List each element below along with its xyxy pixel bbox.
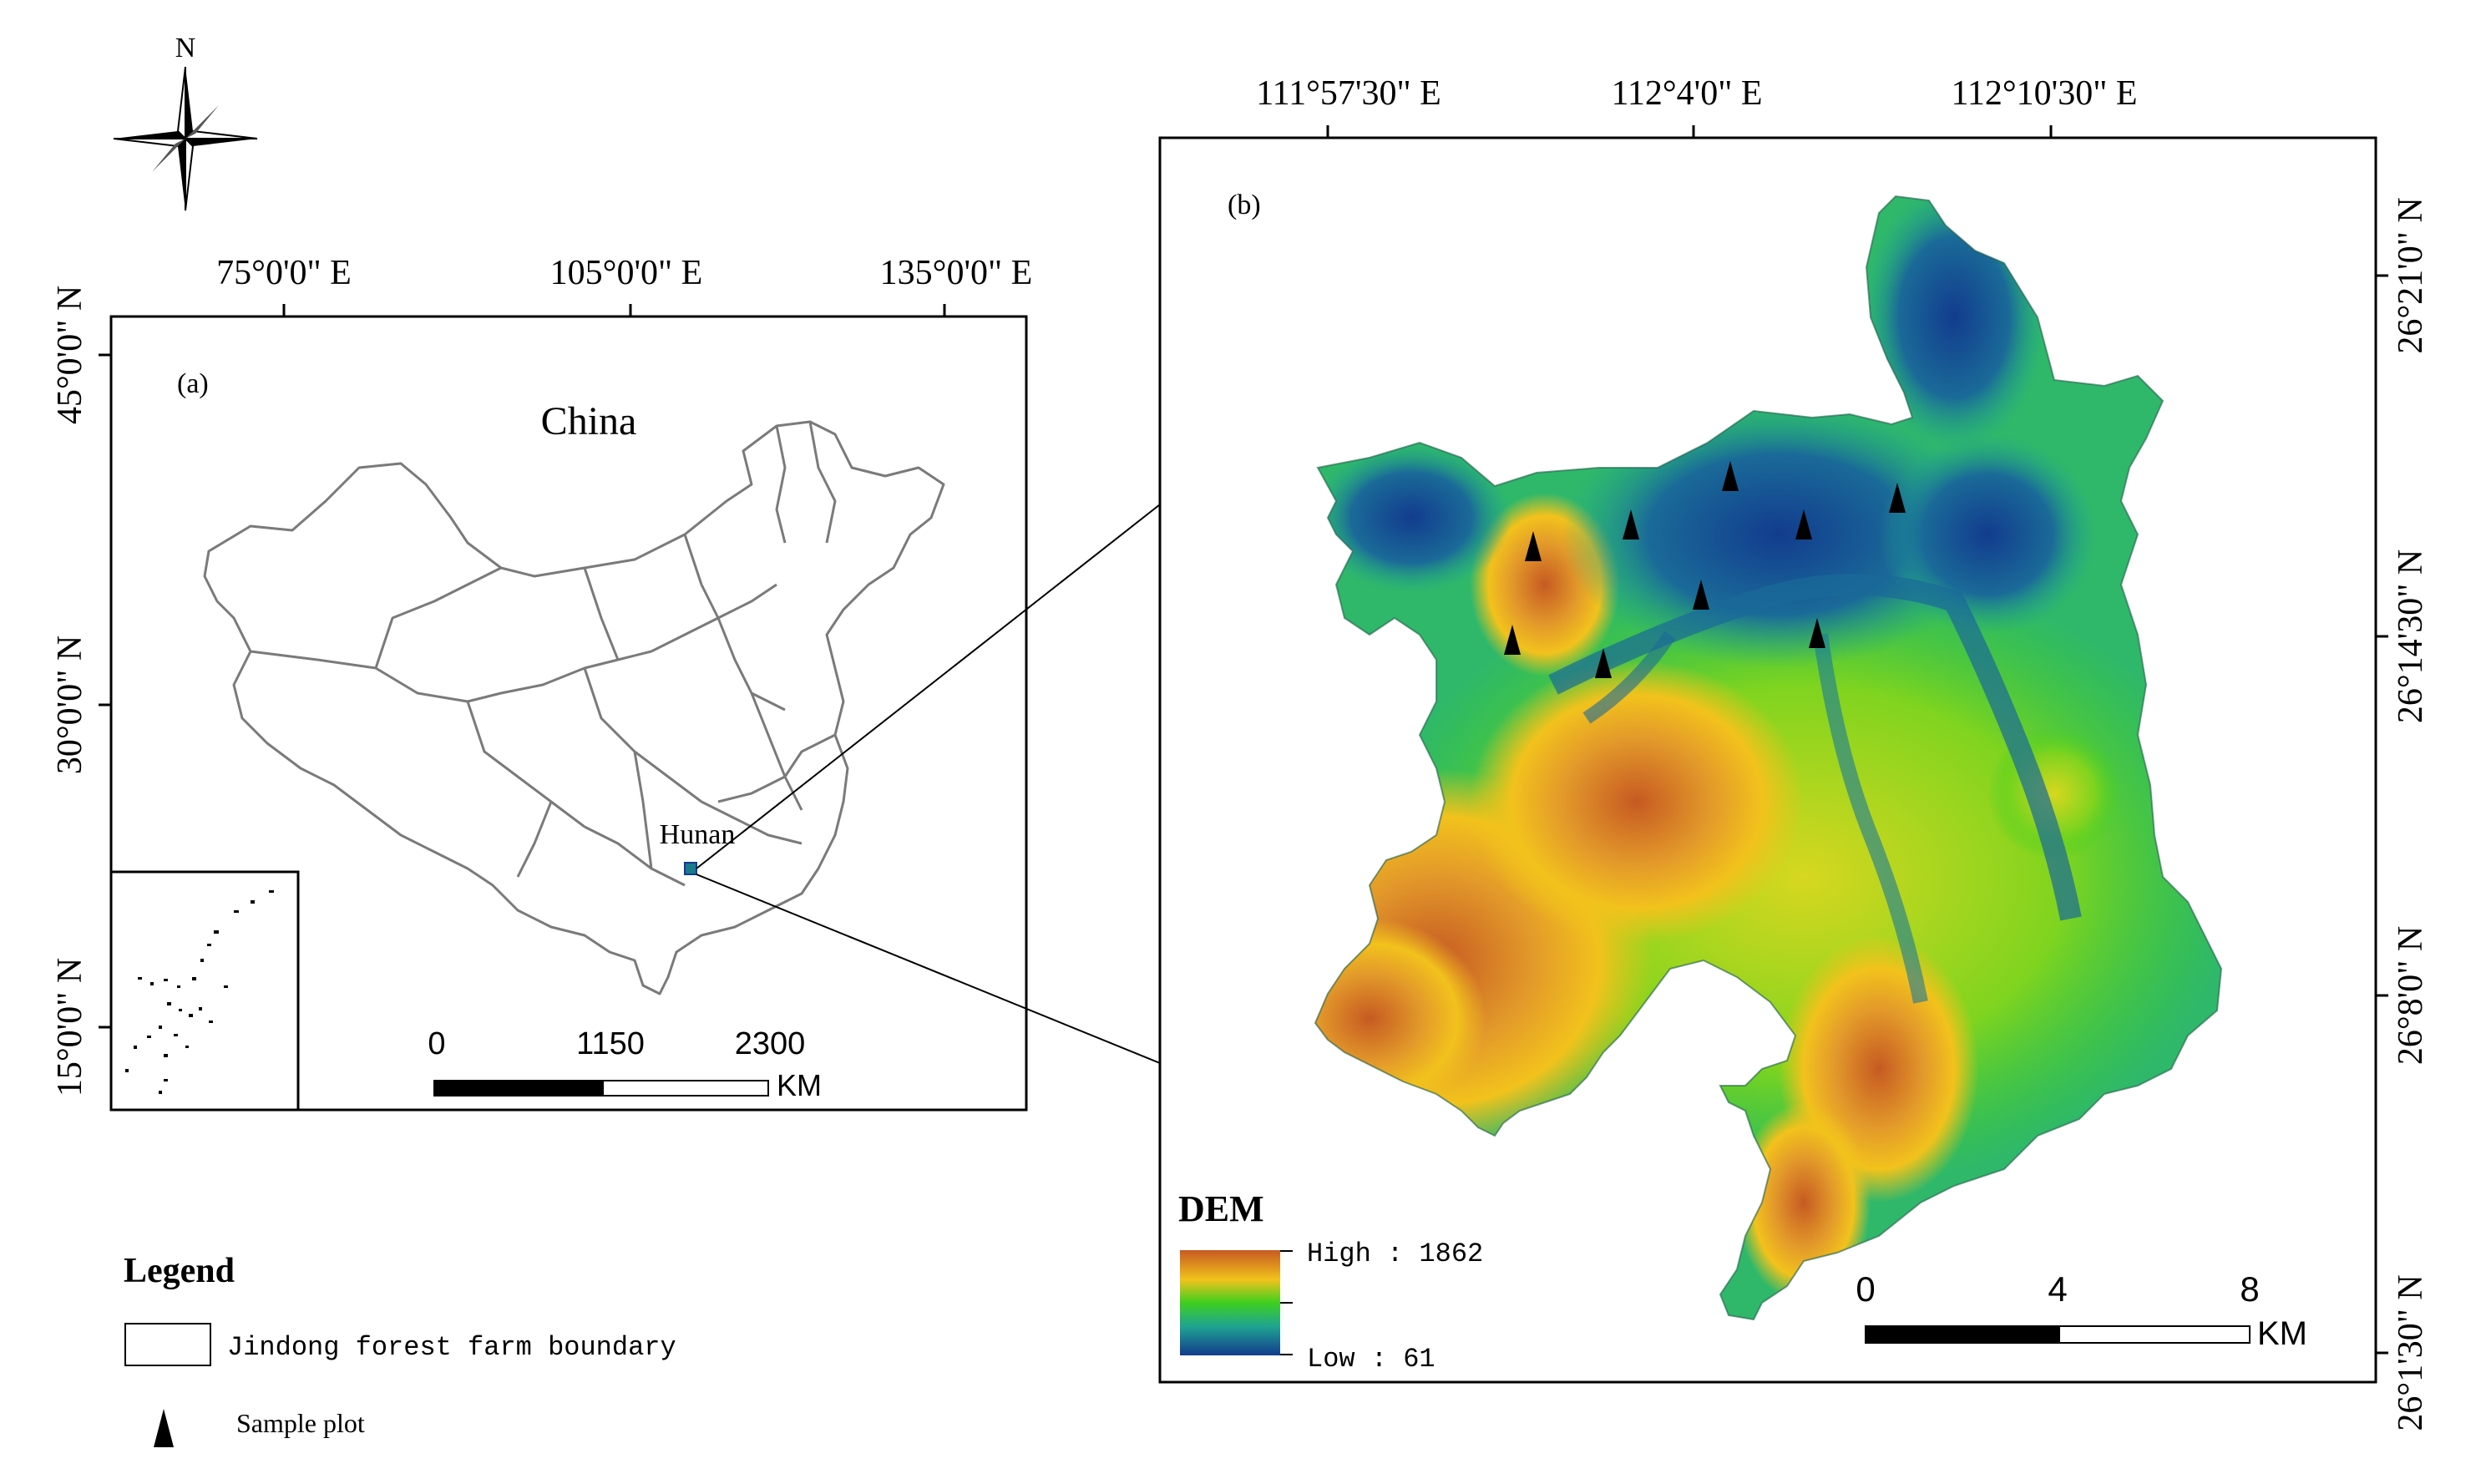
boundary-swatch: [124, 1323, 211, 1366]
panel-b-lat-label-4: 26°1'30" N: [2392, 1274, 2430, 1431]
panel-a-lon-label-2: 105°0'0" E: [550, 254, 703, 292]
scalebar-b-unit: KM: [2257, 1315, 2307, 1352]
panel-b: 111°57'30" E 112°4'0" E 112°10'30" E 26°…: [1158, 74, 2430, 1431]
panel-a-lon-label-1: 75°0'0" E: [216, 254, 352, 292]
panel-b-lon-label-2: 112°4'0" E: [1611, 74, 1762, 113]
north-arrow: N: [113, 33, 258, 211]
panel-a-lon-ticks: [282, 304, 946, 317]
panel-a-lat-label-1: 45°0'0" N: [51, 286, 89, 424]
panel-a-scalebar: 0 1150 2300 KM: [428, 1026, 822, 1102]
sample-plot-icon: [154, 1409, 174, 1447]
sample-plot-marker: [1595, 648, 1612, 678]
china-map: [203, 420, 945, 995]
sample-plot-marker: [1722, 461, 1739, 491]
boundary-label: Jindong forest farm boundary: [227, 1332, 676, 1363]
panel-a-lat-ticks: [99, 353, 111, 1029]
sample-plot-marker: [1889, 483, 1906, 513]
north-label: N: [175, 33, 196, 63]
country-label: China: [541, 399, 637, 443]
sample-plot-marker: [1623, 509, 1639, 539]
forest-boundary: [1314, 195, 2223, 1321]
legend-title: Legend: [124, 1252, 235, 1290]
panel-b-lat-label-2: 26°14'30" N: [2392, 550, 2430, 723]
panel-b-lat-label-3: 26°8'0" N: [2392, 926, 2430, 1065]
study-area-marker: [684, 862, 697, 875]
panel-b-lat-ticks: [2376, 274, 2388, 1355]
sample-plot-label: Sample plot: [236, 1408, 365, 1438]
dem-high-label: High : 1862: [1307, 1238, 1483, 1269]
sample-plot-marker: [1795, 509, 1812, 539]
panel-b-lon-label-1: 111°57'30" E: [1256, 74, 1441, 113]
panel-a-tag: (a): [177, 368, 209, 399]
panel-a-lat-label-2: 30°0'0" N: [51, 636, 89, 774]
sample-plot-marker: [1809, 618, 1825, 648]
dem-title: DEM: [1178, 1188, 1264, 1229]
scalebar-a-label-1: 1150: [576, 1026, 645, 1061]
north-arrow-icon: [113, 66, 258, 211]
panel-b-tag: (b): [1228, 190, 1261, 220]
province-lines: [250, 421, 837, 887]
dem-color-ramp: [1180, 1250, 1280, 1355]
sample-plots: [1504, 461, 1906, 678]
dem-low-label: Low : 61: [1307, 1344, 1435, 1375]
south-china-sea-inset: [109, 870, 300, 1112]
province-label: Hunan: [660, 819, 736, 850]
sample-plot-marker: [1525, 531, 1542, 561]
panel-b-lon-label-3: 112°10'30" E: [1951, 74, 2137, 113]
scalebar-a-label-2: 2300: [735, 1026, 806, 1061]
panel-a: 75°0'0" E 105°0'0" E 135°0'0" E 45°0'0" …: [51, 254, 1033, 1112]
panel-b-scalebar: 0 4 8 KM: [1856, 1269, 2307, 1352]
panel-b-lon-ticks: [1326, 125, 2053, 138]
sample-plot-marker: [1504, 625, 1521, 655]
panel-b-lat-label-1: 26°21'0" N: [2392, 197, 2430, 353]
main-legend: Legend Jindong forest farm boundary Samp…: [124, 1252, 676, 1447]
panel-a-lon-label-3: 135°0'0" E: [880, 254, 1033, 292]
scalebar-b-label-0: 0: [1856, 1269, 1875, 1309]
scalebar-a-label-0: 0: [428, 1026, 445, 1061]
scalebar-b-label-1: 4: [2048, 1269, 2067, 1309]
scalebar-a-unit: KM: [777, 1068, 822, 1102]
sample-plot-marker: [1693, 580, 1709, 610]
scalebar-b-label-2: 8: [2240, 1269, 2259, 1309]
inset-islands: [125, 890, 274, 1094]
panel-a-lat-label-3: 15°0'0" N: [51, 958, 89, 1097]
dem-legend: DEM High : 1862 Low : 61: [1178, 1188, 1483, 1375]
